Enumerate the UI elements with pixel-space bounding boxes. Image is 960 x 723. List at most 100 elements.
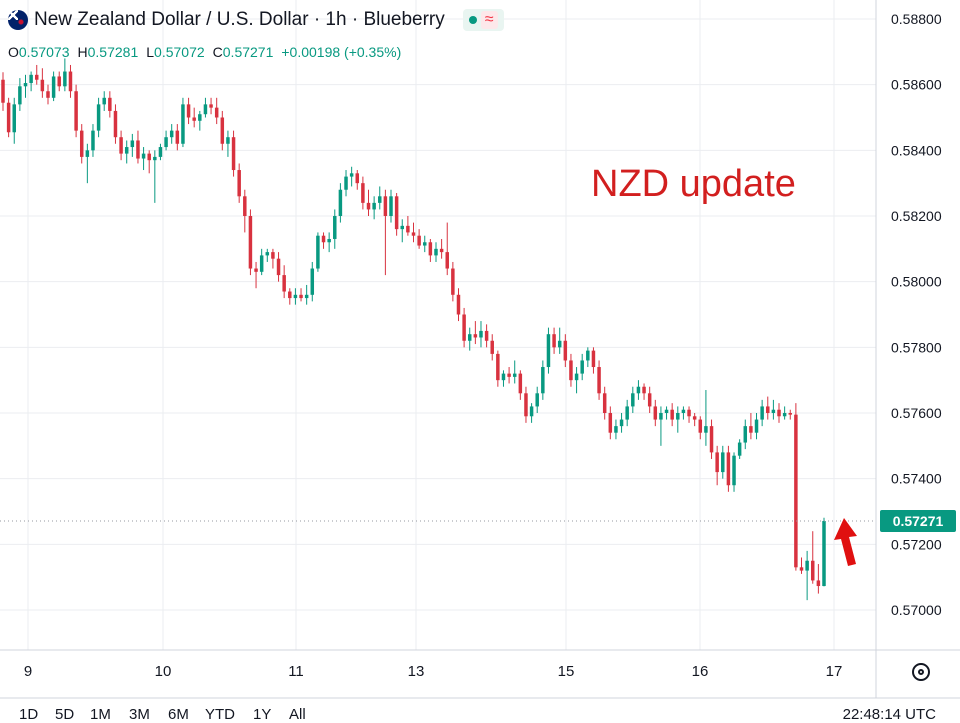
candle-body <box>158 147 163 157</box>
bottom-toolbar: 1D 5D 1M 3M 6M YTD 1Y All 22:48:14 UTC <box>0 698 960 723</box>
utc-clock[interactable]: 22:48:14 UTC <box>842 706 936 723</box>
candle-body <box>451 268 455 295</box>
candle-body <box>417 235 421 246</box>
candle-body <box>136 140 140 159</box>
candle-body <box>659 413 663 420</box>
candle-body <box>518 373 523 394</box>
candle-body <box>96 104 101 131</box>
candle-body <box>169 130 174 138</box>
candle-body <box>799 567 804 571</box>
candle-body <box>406 225 410 233</box>
candle-body <box>372 202 376 210</box>
candle-body <box>614 426 618 433</box>
candle-body <box>175 130 180 144</box>
close-value: 0.57271 <box>222 44 274 60</box>
candle-body <box>777 409 781 417</box>
chart-title[interactable]: New Zealand Dollar / U.S. Dollar · 1h · … <box>34 9 445 30</box>
candle-body <box>304 294 309 299</box>
candle-body <box>473 334 478 338</box>
candle-body <box>74 91 78 131</box>
range-ytd[interactable]: YTD <box>205 706 235 723</box>
range-6m[interactable]: 6M <box>168 706 189 723</box>
candle-body <box>220 117 225 144</box>
y-tick-label: 0.58400 <box>891 142 942 158</box>
y-tick-label: 0.57400 <box>891 471 942 487</box>
candle-body <box>237 170 241 197</box>
candle-body <box>664 409 669 413</box>
y-tick-label: 0.57000 <box>891 602 942 618</box>
candle-body <box>141 153 146 159</box>
candle-body <box>586 350 590 361</box>
settings-icon[interactable] <box>912 663 930 681</box>
candle-body <box>574 373 579 381</box>
candle-body <box>46 91 50 98</box>
candle-body <box>501 373 506 381</box>
candle-body <box>203 104 208 115</box>
annotation-text: NZD update <box>591 163 796 205</box>
candle-body <box>355 173 360 184</box>
candle-body <box>411 232 416 236</box>
candle-body <box>563 340 568 361</box>
candle-body <box>214 107 219 118</box>
candle-body <box>636 386 641 394</box>
candle-body <box>198 114 202 121</box>
candle-body <box>276 258 281 276</box>
candle-body <box>816 580 821 587</box>
candle-body <box>226 137 230 144</box>
open-value: 0.57073 <box>18 44 70 60</box>
candle-body <box>299 294 303 299</box>
candle-body <box>726 452 731 486</box>
candle-body <box>124 147 129 154</box>
candle-body <box>68 71 73 92</box>
candle-body <box>541 367 545 394</box>
candle-body <box>130 140 135 148</box>
candle-body <box>546 334 551 368</box>
x-tick-label: 16 <box>692 663 709 680</box>
close-label: C <box>212 44 223 60</box>
y-tick-label: 0.57600 <box>891 405 942 421</box>
candle-body <box>147 153 151 161</box>
candle-body <box>749 426 753 433</box>
x-tick-label: 15 <box>558 663 575 680</box>
candle-body <box>282 275 286 292</box>
candle-body <box>209 104 213 108</box>
candle-body <box>524 393 528 417</box>
x-tick-label: 10 <box>155 663 172 680</box>
candle-body <box>591 350 596 368</box>
x-tick-label: 17 <box>826 663 843 680</box>
candle-body <box>692 416 697 420</box>
y-tick-label: 0.57200 <box>891 536 942 552</box>
candle-body <box>164 137 168 148</box>
range-5d[interactable]: 5D <box>55 706 75 723</box>
market-status[interactable]: ≈ <box>462 9 504 31</box>
y-tick-label: 0.58200 <box>891 208 942 224</box>
range-1d[interactable]: 1D <box>19 706 39 723</box>
y-tick-label: 0.58800 <box>891 11 942 27</box>
candle-body <box>602 393 607 413</box>
wave-icon: ≈ <box>480 11 498 29</box>
range-3m[interactable]: 3M <box>129 706 150 723</box>
y-tick-label: 0.58000 <box>891 274 942 290</box>
candle-body <box>310 268 315 295</box>
candle-body <box>552 334 556 348</box>
candle-body <box>153 156 157 161</box>
candle-body <box>569 360 573 381</box>
candle-body <box>709 426 714 453</box>
candle-body <box>57 76 61 87</box>
candle-body <box>102 97 106 105</box>
candle-body <box>85 150 90 157</box>
range-1m[interactable]: 1M <box>90 706 111 723</box>
candle-body <box>338 189 343 216</box>
y-tick-label: 0.58600 <box>891 77 942 93</box>
candle-body <box>321 235 326 243</box>
candle-body <box>394 196 399 230</box>
range-1y[interactable]: 1Y <box>253 706 272 723</box>
candle-body <box>687 409 691 417</box>
low-value: 0.57072 <box>154 44 205 60</box>
range-all[interactable]: All <box>289 706 306 723</box>
candle-body <box>811 560 815 581</box>
candle-body <box>670 409 674 420</box>
candle-body <box>535 393 539 407</box>
candle-body <box>1 79 5 103</box>
